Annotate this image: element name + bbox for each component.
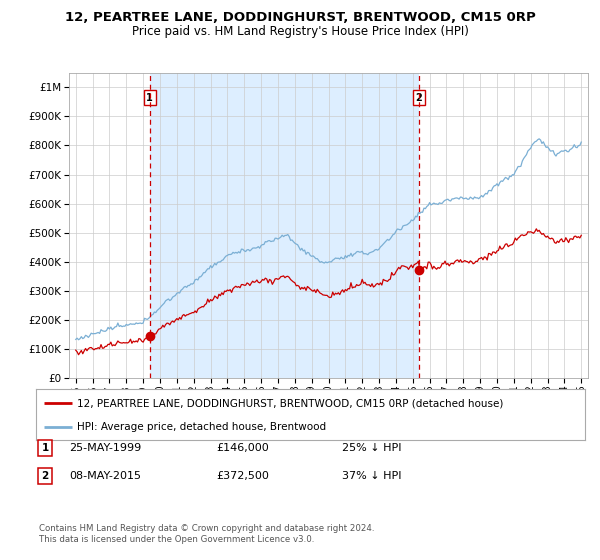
Text: £372,500: £372,500: [216, 471, 269, 481]
Text: 25-MAY-1999: 25-MAY-1999: [69, 443, 141, 453]
Text: 2: 2: [41, 471, 49, 481]
Text: £146,000: £146,000: [216, 443, 269, 453]
Text: 2: 2: [415, 92, 422, 102]
Text: 1: 1: [41, 443, 49, 453]
Text: 08-MAY-2015: 08-MAY-2015: [69, 471, 141, 481]
Text: 12, PEARTREE LANE, DODDINGHURST, BRENTWOOD, CM15 0RP (detached house): 12, PEARTREE LANE, DODDINGHURST, BRENTWO…: [77, 398, 503, 408]
Text: 1: 1: [146, 92, 153, 102]
Bar: [150, 73, 419, 378]
Text: 12, PEARTREE LANE, DODDINGHURST, BRENTWOOD, CM15 0RP: 12, PEARTREE LANE, DODDINGHURST, BRENTWO…: [65, 11, 535, 24]
Text: Price paid vs. HM Land Registry's House Price Index (HPI): Price paid vs. HM Land Registry's House …: [131, 25, 469, 38]
Text: Contains HM Land Registry data © Crown copyright and database right 2024.: Contains HM Land Registry data © Crown c…: [39, 524, 374, 533]
Text: This data is licensed under the Open Government Licence v3.0.: This data is licensed under the Open Gov…: [39, 535, 314, 544]
Text: 37% ↓ HPI: 37% ↓ HPI: [342, 471, 401, 481]
Text: HPI: Average price, detached house, Brentwood: HPI: Average price, detached house, Bren…: [77, 422, 326, 432]
Text: 25% ↓ HPI: 25% ↓ HPI: [342, 443, 401, 453]
